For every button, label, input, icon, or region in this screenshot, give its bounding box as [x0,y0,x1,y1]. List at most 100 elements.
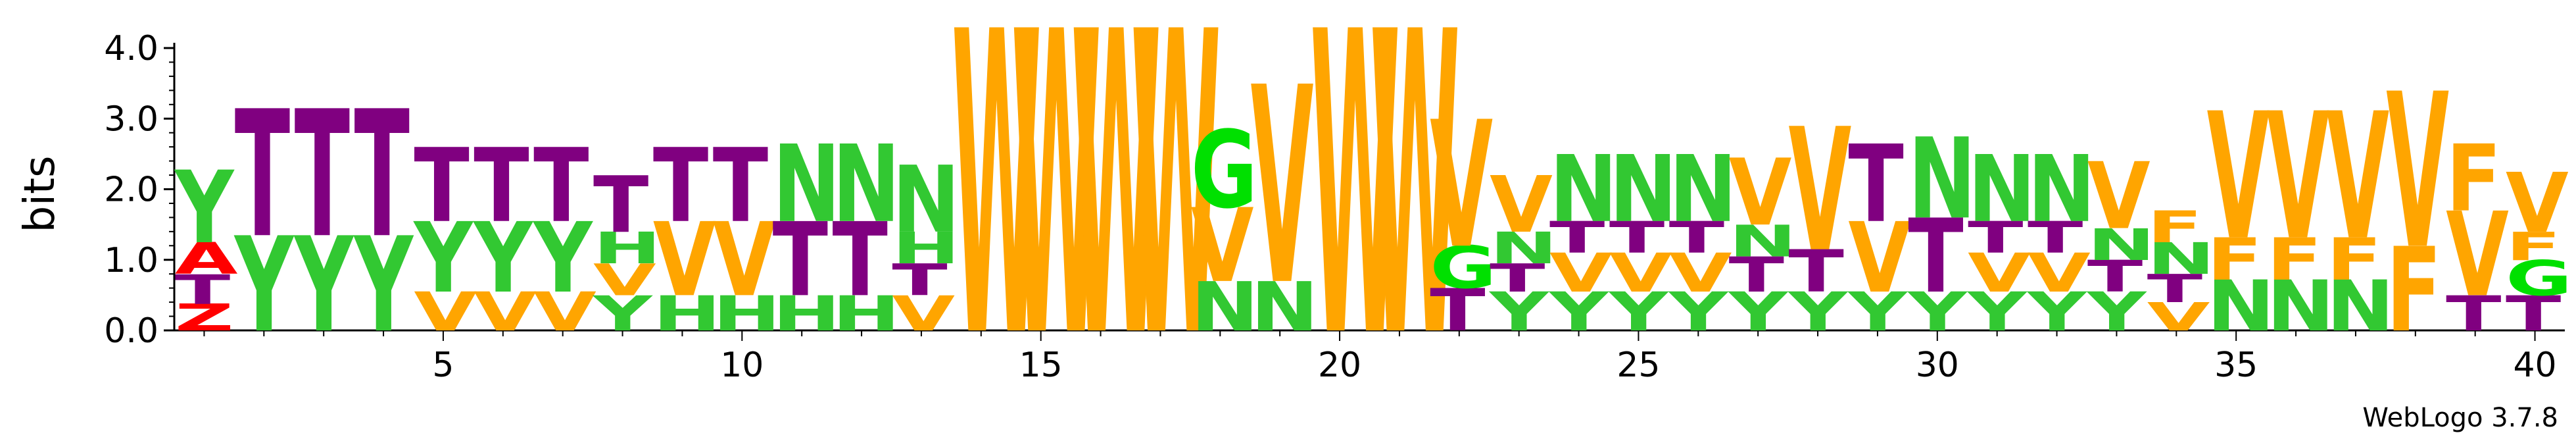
logo-column-14: W [952,0,1041,429]
logo-letter-t: T [474,126,529,245]
logo-letter-n: N [1191,267,1259,346]
logo-letter-y: Y [233,209,295,361]
logo-letter-t: T [1669,213,1725,263]
logo-letter-n: N [2207,267,2275,348]
logo-letter-f: F [2386,223,2441,358]
logo-letter-n: N [1490,223,1558,274]
logo-column-18: NVG [1191,108,1259,347]
logo-letter-t: T [414,126,469,245]
logo-letter-y: Y [1548,281,1610,343]
logo-letter-t: T [713,126,768,245]
logo-column-7: VYT [532,126,596,343]
logo-letter-n: N [2326,267,2394,348]
logo-letter-y: Y [2026,281,2088,343]
logo-letter-a: A [175,234,238,285]
x-tick-label: 5 [432,346,454,385]
logo-letter-t: T [1848,122,1903,246]
logo-letter-f: F [2267,226,2323,294]
logo-letter-v: V [1968,242,2031,304]
y-tick-label: 2.0 [104,170,158,210]
y-tick-label: 4.0 [104,29,158,68]
logo-stacks: ZTAYYTYTYTVYTVYTVYTYVHTHVTHVTHTNHTNVTHNW… [174,0,2572,429]
logo-letter-v: V [1430,84,1493,287]
logo-letter-y: Y [1667,281,1729,343]
logo-column-11: HTN [773,122,841,342]
logo-letter-n: N [2147,234,2216,285]
logo-column-19: NV [1251,30,1319,346]
logo-letter-v: V [1789,92,1852,289]
logo-letter-y: Y [472,203,533,315]
logo-letter-t: T [653,126,708,245]
logo-column-39: TVF [2446,126,2509,342]
logo-letter-t: T [1908,197,1963,316]
logo-column-21: W [1370,0,1459,429]
logo-letter-t: T [2506,286,2561,342]
y-axis: 0.0 1.0 2.0 3.0 4.0 [104,29,176,351]
logo-letter-h: H [892,223,960,274]
logo-letter-y: Y [1488,281,1550,343]
logo-letter-y: Y [593,286,653,342]
logo-letter-n: N [1729,217,1797,267]
logo-letter-v: V [533,281,596,343]
logo-letter-f: F [2446,126,2501,233]
x-tick-label: 40 [2513,346,2556,385]
logo-letter-h: H [593,223,662,274]
logo-letter-y: Y [1727,281,1789,343]
logo-column-28: YTV [1787,92,1851,343]
y-tick-label: 3.0 [104,99,158,139]
logo-letter-v: V [2506,156,2569,251]
logo-letter-v: V [593,255,656,306]
logo-letter-g: G [1430,234,1497,302]
logo-letter-v: V [1669,242,1732,304]
logo-letter-n: N [2267,267,2335,348]
logo-column-5: VYT [413,126,477,343]
logo-letter-n: N [892,147,960,254]
logo-letter-y: Y [532,203,593,315]
logo-letter-v: V [713,201,776,319]
logo-column-2: YT [233,73,295,361]
logo-letter-z: Z [175,296,234,339]
logo-letter-f: F [2147,202,2202,253]
logo-letter-y: Y [1847,281,1908,343]
logo-letter-g: G [1191,108,1258,232]
logo-column-3: YT [293,73,354,361]
logo-letter-w: W [1071,0,1161,429]
logo-letter-t: T [1968,213,2024,263]
logo-letter-h: H [773,286,841,342]
logo-letter-v: V [653,201,716,319]
logo-letter-f: F [2506,224,2562,269]
logo-letter-n: N [2087,220,2156,271]
logo-letter-v: V [1609,242,1672,304]
logo-letter-n: N [1609,137,1678,244]
logo-letter-v: V [1729,140,1792,247]
logo-column-4: YT [353,73,414,361]
logo-letter-v: V [2207,75,2270,278]
logo-letter-n: N [833,122,901,246]
logo-column-15: W [1011,0,1101,429]
logo-letter-t: T [175,266,231,313]
logo-letter-t: T [2446,286,2501,342]
logo-column-36: NFV [2267,75,2335,347]
logo-column-37: NFV [2326,75,2394,347]
logo-column-10: HVT [713,126,781,342]
logo-letter-v: V [2386,48,2449,296]
logo-letter-t: T [1609,213,1665,263]
logo-column-38: FV [2386,48,2449,357]
logo-letter-w: W [952,0,1041,429]
logo-letter-n: N [1669,137,1738,244]
logo-letter-n: N [1908,115,1976,244]
x-axis: 5 10 15 20 25 30 35 40 [174,329,2565,385]
y-tick-label: 0.0 [104,311,158,351]
logo-letter-n: N [1251,267,1319,346]
logo-letter-v: V [2147,294,2210,340]
logo-letter-y: Y [293,209,354,361]
logo-column-35: NFV [2207,75,2275,347]
logo-letter-v: V [414,281,477,343]
logo-letter-t: T [2087,251,2143,302]
